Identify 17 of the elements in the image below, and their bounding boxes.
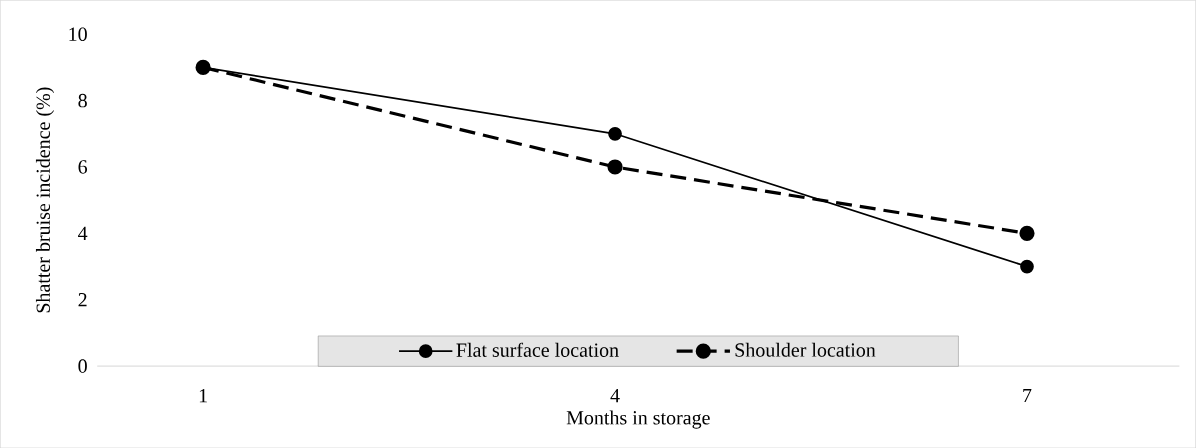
legend-label: Flat surface location <box>456 342 619 357</box>
y-tick-label: 10 <box>69 27 87 41</box>
y-tick-label: 8 <box>78 93 87 108</box>
legend-label: Shoulder location <box>735 342 876 357</box>
y-tick-label: 4 <box>78 226 88 240</box>
y-axis-title: Shatter bruise incidence (%) <box>35 87 55 313</box>
x-tick-label: 7 <box>1023 388 1032 402</box>
y-tick-label: 0 <box>78 359 87 373</box>
x-axis-title: Months in storage <box>566 410 710 429</box>
x-tick-label: 4 <box>610 388 620 403</box>
y-tick-label: 2 <box>78 292 87 307</box>
x-tick-label: 1 <box>199 388 207 403</box>
y-tick-label: 6 <box>78 160 88 174</box>
point <box>608 126 622 141</box>
point <box>607 159 623 175</box>
point <box>1019 225 1035 241</box>
point <box>1020 259 1034 274</box>
